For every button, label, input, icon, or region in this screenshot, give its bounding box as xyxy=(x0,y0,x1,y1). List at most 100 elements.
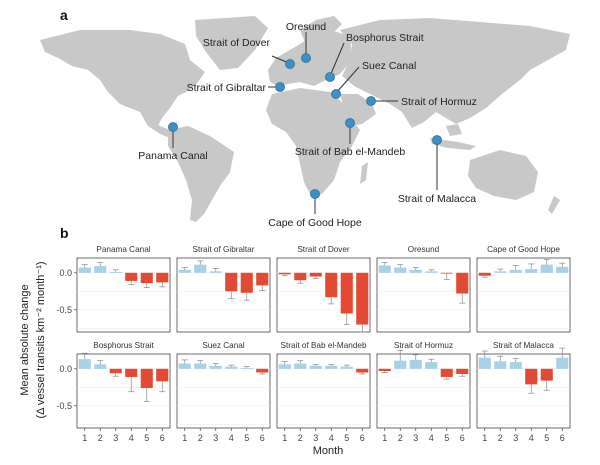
bar xyxy=(409,359,422,369)
panel-frame xyxy=(176,353,271,429)
bar xyxy=(256,272,269,286)
y-tick-label: 0.0 xyxy=(59,364,72,374)
x-tick-label: 6 xyxy=(260,433,265,443)
bar xyxy=(525,368,538,385)
panel-frame xyxy=(276,257,371,333)
panel-title: Panama Canal xyxy=(96,245,150,254)
panel-title: Strait of Bab el-Mandeb xyxy=(280,341,366,350)
bar xyxy=(194,363,207,369)
panel-8: Strait of Bab el-Mandeb 1 2 3 4 5 6 xyxy=(276,341,371,443)
land-madagascar xyxy=(360,162,368,184)
y-axis-title-line1: Mean absolute change xyxy=(19,284,31,395)
panel-frame xyxy=(476,353,571,429)
panel-title: Strait of Dover xyxy=(297,245,350,254)
x-tick-label: 4 xyxy=(529,433,534,443)
bar xyxy=(109,272,122,273)
bar xyxy=(256,368,269,373)
bar xyxy=(456,368,469,374)
x-tick-label: 5 xyxy=(544,433,549,443)
bar xyxy=(325,365,338,369)
bar xyxy=(394,360,407,369)
map-label-goodhope: Cape of Good Hope xyxy=(268,217,362,229)
bar xyxy=(78,359,91,369)
bar xyxy=(378,265,391,273)
marker-gibraltar xyxy=(275,82,285,92)
marker-suez xyxy=(331,89,341,99)
x-tick-label: 3 xyxy=(313,433,318,443)
x-tick-label: 6 xyxy=(560,433,565,443)
bar xyxy=(478,272,491,276)
bar xyxy=(309,365,322,369)
bar xyxy=(94,266,107,273)
x-tick-label: 1 xyxy=(82,433,87,443)
y-tick-label: 0.0 xyxy=(59,268,72,278)
panel-title: Strait of Malacca xyxy=(493,341,554,350)
bar xyxy=(125,368,138,377)
panel-title: Cape of Good Hope xyxy=(487,245,560,254)
bar xyxy=(540,368,553,381)
land-scandinavia xyxy=(300,16,342,50)
bar xyxy=(109,368,122,374)
panel-title: Strait of Hormuz xyxy=(394,341,453,350)
bar xyxy=(156,272,169,283)
panel-7: Suez Canal 1 2 3 4 5 6 xyxy=(176,341,271,443)
land-greenland xyxy=(195,16,268,70)
marker-oresund xyxy=(301,53,311,63)
bar xyxy=(78,267,91,273)
marker-babelmandeb xyxy=(345,118,355,128)
marker-dover xyxy=(285,59,295,69)
x-tick-label: 6 xyxy=(460,433,465,443)
panel-frame xyxy=(76,353,171,429)
marker-hormuz xyxy=(366,96,376,106)
panel-title: Bosphorus Strait xyxy=(93,341,154,350)
bar xyxy=(225,366,238,369)
bar xyxy=(494,271,507,273)
land-north-america xyxy=(40,30,205,126)
map-label-oresund: Oresund xyxy=(286,21,326,33)
panel-10: Strait of Malacca 1 2 3 4 5 6 xyxy=(476,341,571,443)
x-tick-label: 5 xyxy=(344,433,349,443)
bar xyxy=(178,363,191,369)
x-tick-label: 1 xyxy=(482,433,487,443)
bar xyxy=(94,364,107,369)
bar xyxy=(340,272,353,314)
x-tick-label: 1 xyxy=(282,433,287,443)
panel-label-a: a xyxy=(60,7,68,23)
panel-frame xyxy=(476,257,571,333)
panel-frame xyxy=(376,353,471,429)
marker-panama xyxy=(168,122,178,132)
bar xyxy=(240,272,253,293)
panel-6: Bosphorus Strait 0.0 -0.5 1 2 3 4 5 6 xyxy=(56,341,171,443)
panel-title: Strait of Gibraltar xyxy=(193,245,255,254)
bar xyxy=(209,365,222,369)
bar xyxy=(494,361,507,369)
x-tick-label: 3 xyxy=(513,433,518,443)
bar xyxy=(294,272,307,281)
map-label-bosphorus: Bosphorus Strait xyxy=(346,32,424,44)
bar xyxy=(278,272,291,275)
bar xyxy=(340,366,353,369)
x-tick-label: 3 xyxy=(413,433,418,443)
bar xyxy=(309,272,322,277)
x-tick-label: 2 xyxy=(498,433,503,443)
bar xyxy=(378,368,391,372)
panel-frame xyxy=(376,257,471,333)
map-labels: Panama Canal Strait of Gibraltar Strait … xyxy=(138,21,477,229)
bar xyxy=(540,264,553,273)
x-tick-label: 2 xyxy=(398,433,403,443)
map-label-suez: Suez Canal xyxy=(362,60,416,72)
bar xyxy=(194,264,207,273)
x-tick-label: 1 xyxy=(182,433,187,443)
x-tick-label: 1 xyxy=(382,433,387,443)
bar xyxy=(294,363,307,369)
panel-frame xyxy=(176,257,271,333)
x-tick-label: 4 xyxy=(429,433,434,443)
bar xyxy=(440,368,453,377)
bar xyxy=(356,368,369,373)
panel-1: Panama Canal 0.0 -0.5 xyxy=(56,245,171,333)
x-tick-label: 6 xyxy=(160,433,165,443)
marker-bosphorus xyxy=(325,72,335,82)
bar xyxy=(478,357,491,369)
panel-frame xyxy=(76,257,171,333)
land-central-america xyxy=(140,112,176,138)
